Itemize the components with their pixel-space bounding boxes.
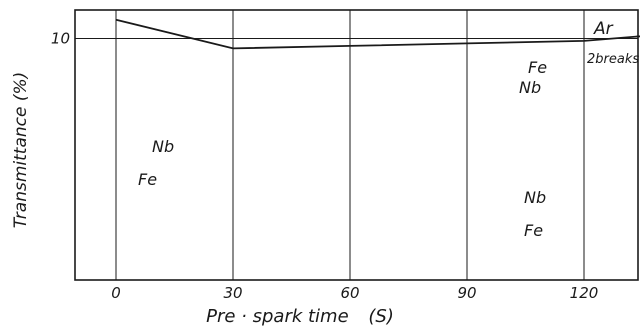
x-tick-label: 30 xyxy=(223,284,242,302)
series-label-nb: Nb xyxy=(519,78,541,97)
series-label-fe: Fe xyxy=(524,221,543,240)
x-axis-unit: (S) xyxy=(368,306,393,327)
series-label-fe: Fe xyxy=(138,170,157,189)
plot-frame xyxy=(74,9,639,281)
series-line-fe xyxy=(115,18,640,50)
series-label-nb: Nb xyxy=(524,188,546,207)
x-axis-title: Pre · spark time (S) xyxy=(206,306,394,327)
x-tick-label: 120 xyxy=(570,284,599,302)
grid xyxy=(75,10,638,280)
series-layer xyxy=(115,18,640,50)
x-tick-label: 90 xyxy=(457,284,476,302)
y-axis-title: Transmittance (%) xyxy=(11,72,31,229)
tick-labels: 030609012015018010204060 xyxy=(51,30,599,303)
x-tick-label: 60 xyxy=(340,284,359,302)
annotation-ar: Ar xyxy=(593,19,614,39)
series-label-nb: Nb xyxy=(152,137,174,156)
y-tick-label: 10 xyxy=(51,30,70,48)
annotation-breaks: 2breaks xyxy=(587,52,639,67)
x-axis-title-text: Pre · spark time xyxy=(206,306,349,327)
x-tick-label: 0 xyxy=(111,284,121,302)
series-label-fe: Fe xyxy=(528,58,547,77)
